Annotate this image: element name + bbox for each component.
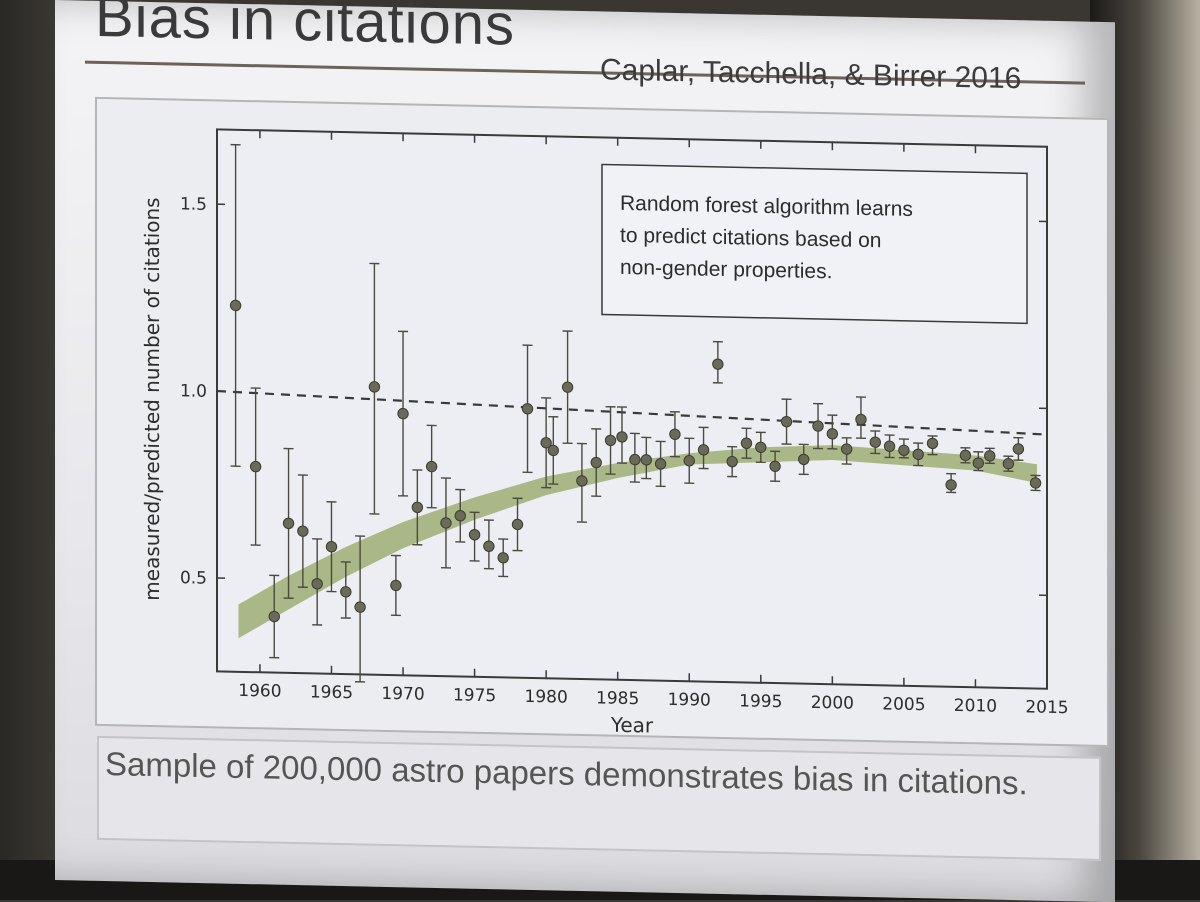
data-point	[899, 445, 909, 456]
figure-frame: 1960 1965 1970 1975 1980 1985 1990 1995 2000 2005…	[95, 97, 1109, 747]
data-point	[630, 454, 640, 465]
data-point	[770, 461, 780, 472]
x-tick-label: 1985	[596, 688, 639, 709]
data-point	[369, 382, 379, 393]
x-tick-label: 2005	[882, 694, 925, 715]
data-point	[870, 437, 880, 448]
plot-layer: 1960 1965 1970 1975 1980 1985 1990 1995 2000 2005…	[140, 128, 1069, 745]
data-point	[484, 541, 494, 552]
data-point	[670, 429, 680, 440]
data-point	[562, 382, 572, 393]
data-point	[727, 456, 737, 467]
data-point	[827, 429, 837, 440]
data-point	[522, 403, 532, 414]
data-point	[577, 476, 587, 487]
data-point	[283, 518, 293, 529]
data-point	[698, 445, 708, 456]
data-point	[605, 435, 615, 446]
data-point	[298, 526, 308, 537]
data-point	[341, 587, 351, 598]
data-point	[230, 300, 240, 311]
x-axis-label: Year	[610, 713, 654, 738]
data-point	[973, 458, 983, 469]
data-point	[269, 611, 279, 622]
slide-caption: Sample of 200,000 astro papers demonstra…	[105, 742, 1085, 807]
data-point	[1030, 478, 1040, 489]
data-point	[641, 455, 651, 466]
y-tick-label: 0.5	[180, 568, 207, 589]
data-point	[856, 414, 866, 425]
x-tick-label: 1995	[739, 691, 782, 712]
data-point	[498, 552, 508, 563]
data-point	[548, 445, 558, 456]
y-tick-label: 1.5	[180, 194, 207, 215]
data-point	[813, 421, 823, 432]
slide-title: Bias in citations	[95, 0, 515, 59]
caption-box: Sample of 200,000 astro papers demonstra…	[97, 736, 1101, 861]
data-point	[617, 432, 627, 443]
data-point	[781, 416, 791, 427]
data-point	[741, 438, 751, 449]
x-tick-label: 1975	[453, 685, 496, 706]
annotation-line: non-gender properties.	[620, 256, 832, 283]
data-point	[391, 580, 401, 591]
data-point	[1003, 458, 1013, 469]
data-point	[985, 451, 995, 462]
data-point	[398, 408, 408, 419]
x-tick-label: 2000	[811, 693, 854, 714]
citation-bias-chart: 1960 1965 1970 1975 1980 1985 1990 1995 2000 2005…	[97, 99, 1107, 745]
data-point	[946, 480, 956, 491]
data-point	[250, 461, 260, 472]
data-point	[326, 541, 336, 552]
data-point	[426, 461, 436, 472]
data-point	[713, 359, 723, 370]
data-point	[799, 454, 809, 465]
x-tick-label: 1970	[381, 684, 424, 705]
data-point	[756, 442, 766, 453]
data-point	[1013, 444, 1023, 455]
slide-citation: Caplar, Tacchella, & Birrer 2016	[600, 53, 1021, 96]
data-point	[455, 510, 465, 521]
data-point	[913, 449, 923, 460]
x-tick-label: 1960	[238, 681, 281, 702]
data-point	[441, 518, 451, 529]
room-wall-left	[0, 0, 60, 900]
data-point	[312, 578, 322, 589]
x-tick-label: 1965	[310, 682, 353, 703]
x-tick-label: 1990	[668, 690, 711, 711]
x-tick-label: 2010	[954, 696, 997, 717]
data-point	[884, 441, 894, 452]
y-axis-label: measured/predicted number of citations	[140, 197, 164, 601]
data-point	[512, 519, 522, 530]
data-point	[591, 457, 601, 468]
data-point	[684, 455, 694, 466]
data-point	[469, 529, 479, 540]
presentation-slide: Bias in citations Caplar, Tacchella, & B…	[55, 0, 1115, 902]
data-point	[412, 502, 422, 513]
y-tick-label: 1.0	[180, 381, 207, 402]
data-point	[960, 450, 970, 461]
data-point	[355, 602, 365, 613]
data-point	[655, 459, 665, 470]
data-point	[841, 444, 851, 455]
x-tick-label: 2015	[1025, 697, 1068, 718]
x-tick-label: 1980	[525, 687, 568, 708]
data-point	[927, 438, 937, 449]
